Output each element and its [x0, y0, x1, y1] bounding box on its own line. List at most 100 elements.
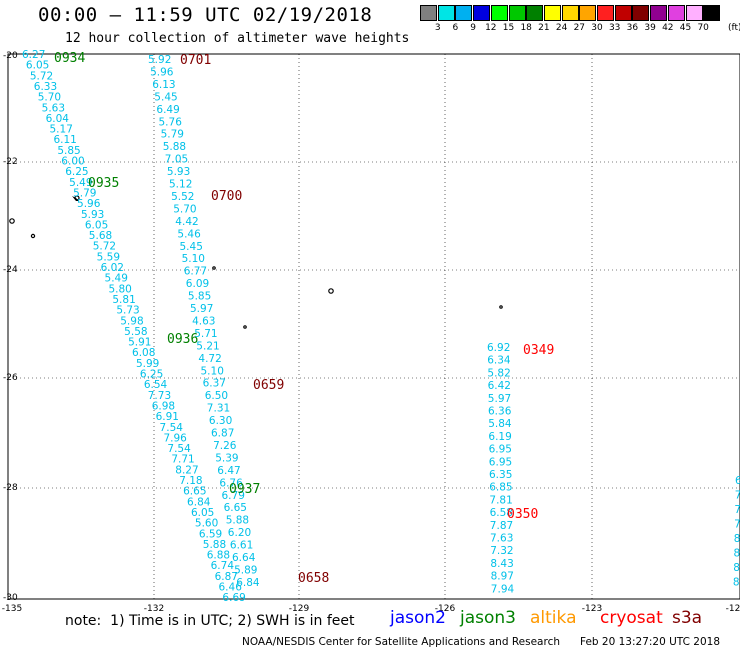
- legend-swatch: [455, 5, 473, 21]
- track-time-label: 0937: [229, 482, 260, 497]
- swh-value: 6.54: [144, 379, 168, 391]
- legend-label: 3: [434, 23, 441, 33]
- swh-value: 6.47: [217, 465, 240, 477]
- swh-value: 5.21: [196, 340, 219, 352]
- swh-value: 7.31: [207, 403, 230, 415]
- swh-value: 7.54: [167, 443, 191, 455]
- swh-value: 8.1: [734, 548, 740, 560]
- swh-value: 6.95: [489, 456, 512, 468]
- swh-value: 6.33: [34, 81, 57, 93]
- track-time-label: 0701: [180, 53, 211, 68]
- swh-value: 6.05: [191, 507, 214, 519]
- swh-value: 6.59: [199, 528, 222, 540]
- swh-value: 5.99: [136, 358, 159, 370]
- swh-value: 6.08: [132, 347, 155, 359]
- island-outline: [9, 218, 15, 224]
- swh-value: 5.96: [150, 66, 174, 78]
- legend-swatch: [703, 5, 721, 21]
- lat-tick-label: -20: [3, 51, 18, 61]
- lon-tick-label: -126: [435, 604, 456, 614]
- legend-label: 45: [679, 23, 692, 33]
- swh-value: 8.43: [490, 558, 513, 570]
- swh-value: 5.81: [112, 294, 135, 306]
- legend-jason3: jason3: [460, 608, 516, 628]
- swh-value: 4.42: [175, 216, 198, 228]
- swh-value: 5.96: [77, 198, 101, 210]
- swh-value: 6.87: [211, 428, 234, 440]
- swh-value: 7.87: [490, 520, 513, 532]
- swh-value: 6.76: [219, 477, 243, 489]
- track-time-label: 0936: [167, 332, 198, 347]
- track-time-label: 0700: [211, 189, 242, 204]
- swh-value: 6.58: [490, 507, 513, 519]
- swh-value: 5.10: [182, 253, 205, 265]
- swh-value: 5.45: [154, 91, 177, 103]
- swh-value: 8.27: [175, 464, 198, 476]
- legend-label: 36: [626, 23, 639, 33]
- legend-swatch: [632, 5, 650, 21]
- island-outline: [499, 305, 503, 309]
- swh-value: 5.98: [120, 315, 143, 327]
- swh-value: 6.05: [26, 60, 49, 72]
- legend-label: 42: [662, 23, 674, 33]
- swh-value: 5.10: [201, 365, 224, 377]
- swh-value: 6.69: [222, 592, 245, 604]
- swh-value: 6.65: [183, 486, 206, 498]
- swh-value: 6.27: [22, 49, 45, 61]
- track-time-label: 0350: [507, 507, 538, 522]
- legend-jason2: jason2: [390, 608, 446, 628]
- swh-value: 7.18: [179, 475, 202, 487]
- swh-value: 5.88: [203, 539, 226, 551]
- swh-value: 6.13: [152, 79, 175, 91]
- swh-value: 7.63: [490, 533, 513, 545]
- swh-value: 5.58: [124, 326, 147, 338]
- swh-value: 6.92: [487, 342, 510, 354]
- page-title: 00:00 — 11:59 UTC 02/19/2018: [38, 4, 373, 26]
- legend-swatch: [526, 5, 544, 21]
- map-frame: [7, 53, 740, 600]
- swh-value: 6.64: [232, 552, 256, 564]
- track-time-label: 0349: [523, 343, 554, 358]
- legend-swatch: [490, 5, 508, 21]
- lon-tick-label: -129: [289, 604, 310, 614]
- lon-tick-label: -132: [144, 604, 164, 614]
- swh-value: 5.91: [128, 337, 151, 349]
- swh-value: 5.97: [488, 393, 511, 405]
- legend-swatch: [561, 5, 579, 21]
- legend-swatch: [473, 5, 491, 21]
- swh-value: 6.84: [187, 496, 211, 508]
- swh-value: 8.3: [734, 533, 740, 545]
- legend-swatch: [685, 5, 703, 21]
- swh-value: 5.92: [148, 54, 171, 66]
- island-outline: [30, 233, 36, 239]
- swh-value: 6.74: [211, 560, 235, 572]
- swh-value: 5.76: [159, 116, 183, 128]
- lat-tick-label: -24: [3, 265, 18, 275]
- swh-value: 7.96: [163, 432, 187, 444]
- swh-value: 4.63: [192, 315, 215, 327]
- lat-tick-label: -26: [3, 373, 18, 383]
- swh-value: 7.26: [213, 440, 237, 452]
- swh-value: 6.30: [209, 415, 232, 427]
- swh-value: 5.72: [93, 241, 116, 253]
- legend-swatch: [597, 5, 614, 21]
- swh-value: 6.19: [488, 431, 511, 443]
- track-time-label: 0659: [253, 378, 284, 393]
- swh-value: 7.71: [171, 454, 194, 466]
- swh-value: 6.04: [46, 113, 70, 125]
- swh-value: 6.95: [489, 444, 512, 456]
- swh-value: 5.85: [57, 145, 80, 157]
- legend-swatch: [667, 5, 685, 21]
- legend-swatch: [543, 5, 561, 21]
- swh-value: 5.60: [195, 518, 218, 530]
- swh-value: 5.63: [42, 102, 65, 114]
- swh-value: 6.50: [205, 390, 228, 402]
- swh-value: 8.4: [733, 562, 740, 574]
- swh-value: 6: [735, 475, 740, 487]
- swh-value: 6.49: [156, 104, 179, 116]
- swh-value: 5.59: [97, 251, 120, 263]
- swh-value: 6.98: [152, 400, 175, 412]
- swh-value: 6.85: [489, 482, 512, 494]
- track-time-label: 0935: [88, 176, 119, 191]
